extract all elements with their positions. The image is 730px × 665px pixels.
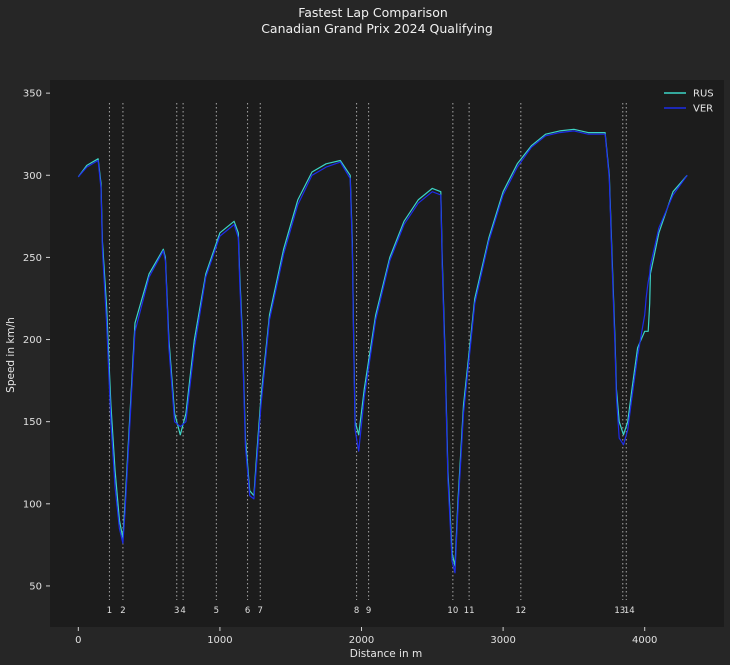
corner-label-6: 6 bbox=[245, 606, 250, 616]
corner-label-10: 10 bbox=[447, 606, 458, 616]
corner-label-9: 9 bbox=[366, 606, 371, 616]
y-tick-label: 350 bbox=[23, 89, 42, 100]
y-axis-label: Speed in km/h bbox=[5, 317, 17, 393]
legend-label-ver: VER bbox=[693, 104, 713, 115]
chart-title: Fastest Lap Comparison bbox=[298, 5, 448, 20]
y-tick-label: 150 bbox=[23, 417, 42, 428]
x-axis-ticks: 0 1000 2000 3000 4000 bbox=[75, 627, 657, 646]
y-axis-ticks: 50 100 150 200 250 300 350 bbox=[23, 89, 50, 592]
legend: RUS VER bbox=[664, 89, 714, 115]
corner-label-4: 4 bbox=[180, 606, 185, 616]
corner-label-1: 1 bbox=[107, 606, 112, 616]
y-tick-label: 300 bbox=[23, 171, 42, 182]
corner-label-13: 13 bbox=[614, 606, 625, 616]
plot-area bbox=[50, 80, 724, 627]
series-line-ver bbox=[77, 130, 688, 574]
chart-subtitle: Canadian Grand Prix 2024 Qualifying bbox=[261, 21, 493, 36]
corner-label-2: 2 bbox=[120, 606, 125, 616]
x-axis-label: Distance in m bbox=[350, 648, 422, 660]
x-tick-label: 1000 bbox=[207, 635, 232, 646]
y-tick-label: 200 bbox=[23, 335, 42, 346]
corner-label-12: 12 bbox=[515, 606, 526, 616]
corner-label-11: 11 bbox=[464, 606, 475, 616]
y-tick-label: 100 bbox=[23, 499, 42, 510]
y-tick-label: 50 bbox=[29, 581, 42, 592]
y-tick-label: 250 bbox=[23, 253, 42, 264]
series-lines bbox=[77, 128, 688, 574]
corner-label-14: 14 bbox=[624, 606, 635, 616]
corner-label-5: 5 bbox=[214, 606, 219, 616]
corner-label-3: 3 bbox=[174, 606, 179, 616]
legend-label-rus: RUS bbox=[693, 89, 714, 100]
corner-label-8: 8 bbox=[354, 606, 359, 616]
x-tick-label: 4000 bbox=[632, 635, 657, 646]
x-tick-label: 2000 bbox=[349, 635, 374, 646]
corner-label-7: 7 bbox=[258, 606, 263, 616]
x-tick-label: 3000 bbox=[490, 635, 515, 646]
x-tick-label: 0 bbox=[75, 635, 81, 646]
